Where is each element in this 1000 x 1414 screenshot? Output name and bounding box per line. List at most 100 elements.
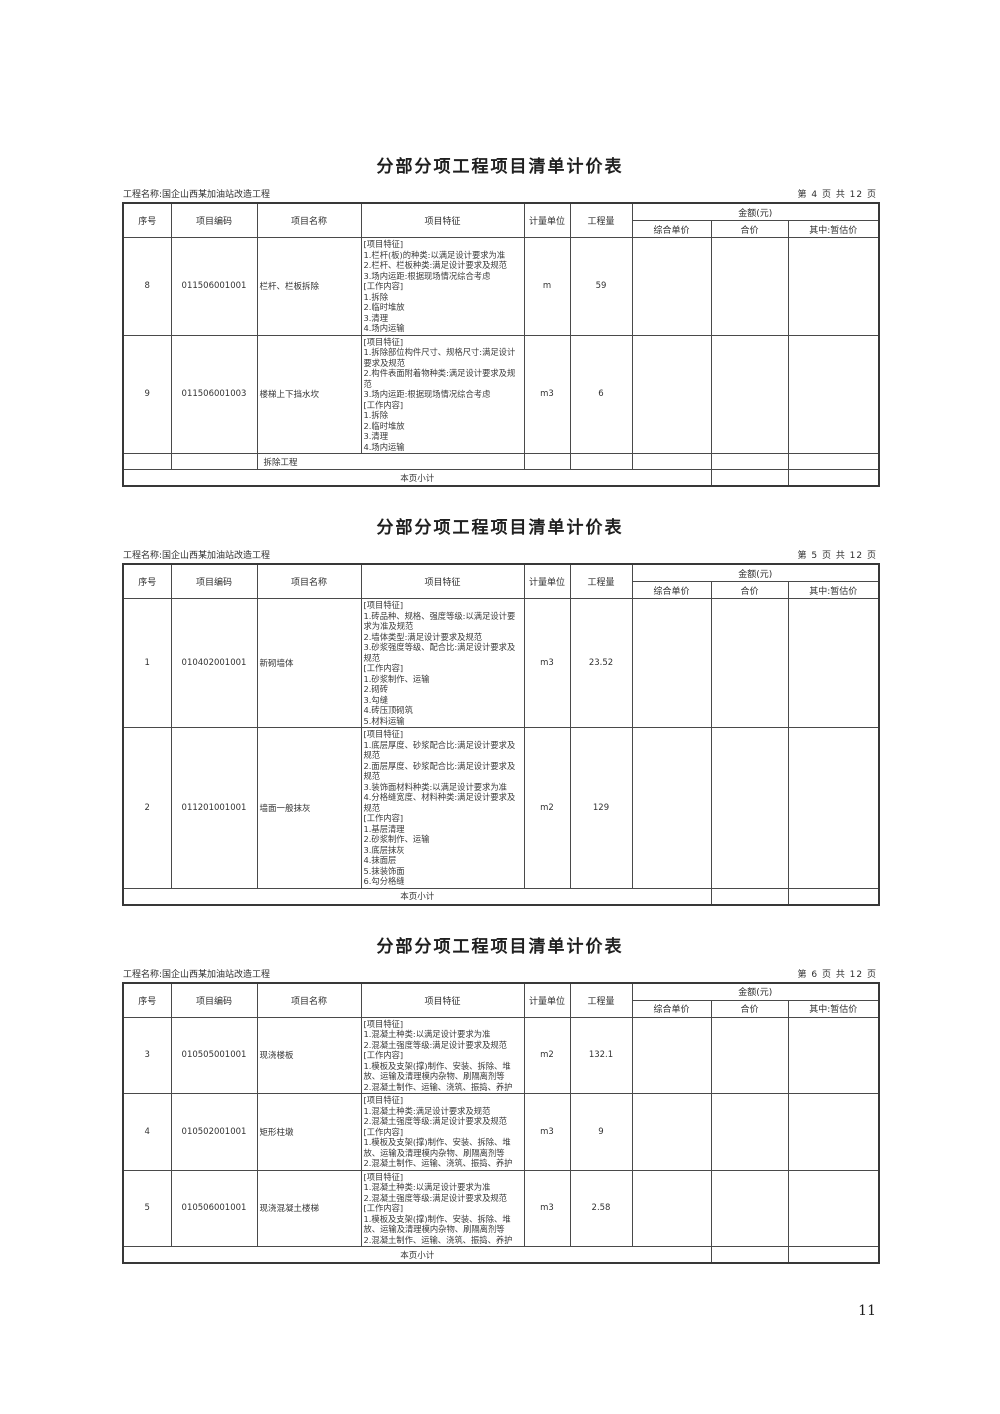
project-name: 工程名称:国企山西某加油站改造工程: [123, 551, 271, 561]
table-row: 1 010402001001 新砌墙体 [项目特征] 1.砖品种、规格、强度等级:以满…: [122, 598, 880, 728]
cell-features: [项目特征] 1.拆除部位构件尺寸、规格尺寸:满足设计要求及规范 2.构件表面附…: [360, 334, 525, 454]
cell-unit: m3: [523, 1093, 571, 1171]
cell-unit-price: [631, 727, 712, 889]
cell-unit-price: [631, 598, 712, 728]
col-header-name: 项目名称: [256, 563, 362, 599]
page-indicator: 第 4 页 共 12 页: [797, 190, 877, 200]
page-indicator: 第 6 页 共 12 页: [797, 969, 877, 980]
page-subtotal-row: 本页小计: [122, 469, 880, 487]
cell-code: 011506001001: [170, 237, 258, 336]
cell-estimate: [787, 1093, 880, 1171]
col-header-unit-price: 综合单价: [631, 581, 712, 599]
cell-unit: m3: [523, 1169, 571, 1247]
cell-unit-price: [631, 1016, 712, 1094]
cell-seq: 1: [122, 598, 172, 728]
col-header-unit-price: 综合单价: [631, 999, 712, 1018]
cell-code: 010502001001: [170, 1093, 258, 1171]
sections-container: 分部分项工程项目清单计价表 工程名称:国企山西某加油站改造工程 第 4 页 共 …: [0, 152, 1000, 1264]
cell-unit-price: [631, 334, 712, 454]
cell-seq: 2: [122, 727, 172, 889]
cell-qty: 6: [569, 334, 633, 454]
table-row: 3 010505001001 现浇楼板 [项目特征] 1.混凝土种类:以满足设计要求为…: [122, 1016, 880, 1094]
col-header-seq: 序号: [122, 982, 172, 1018]
cell-name: 新砌墙体: [256, 598, 362, 728]
page-indicator: 第 5 页 共 12 页: [797, 551, 877, 561]
page-subtotal-label: 本页小计: [122, 887, 712, 905]
cell-features: [项目特征] 1.栏杆(板)的种类:以满足设计要求为准 2.栏杆、栏板种类:满足…: [360, 237, 525, 336]
cell-unit-price: [631, 453, 712, 470]
quantity-pricing-table: 序号 项目编码 项目名称 项目特征 计量单位 工程量 金额(元) 综合单价 合价…: [122, 202, 881, 487]
cell-total-price: [710, 334, 789, 454]
page-number: 11: [858, 1303, 876, 1319]
cell-total-price: [710, 887, 789, 905]
cell-unit-price: [631, 1169, 712, 1247]
cell-name: 墙面一般抹灰: [256, 727, 362, 889]
section-title: 分部分项工程项目清单计价表: [376, 936, 624, 957]
cell-estimate: [787, 237, 880, 336]
section-title: 分部分项工程项目清单计价表: [376, 518, 624, 538]
cell-unit-price: [631, 237, 712, 336]
cell-code: [170, 453, 258, 470]
col-header-code: 项目编码: [170, 563, 258, 599]
cell-seq: [122, 453, 172, 470]
table-row: 2 011201001001 墙面一般抹灰 [项目特征] 1.底层厚度、砂浆配合比:满…: [122, 727, 880, 889]
cell-name: 现浇混凝土楼梯: [256, 1169, 362, 1247]
cell-unit: m3: [523, 334, 571, 454]
table-body: 8 011506001001 栏杆、栏板拆除 [项目特征] 1.栏杆(板)的种类:以满…: [122, 237, 880, 487]
cell-qty: 9: [569, 1093, 633, 1171]
col-header-total-price: 合价: [710, 581, 789, 599]
project-name: 工程名称:国企山西某加油站改造工程: [123, 969, 271, 980]
cell-total-price: [710, 1016, 789, 1094]
cell-estimate: [787, 1246, 880, 1264]
cell-code: 011201001001: [170, 727, 258, 889]
cell-features: [项目特征] 1.混凝土种类:以满足设计要求为准 2.混凝土强度等级:满足设计要…: [360, 1016, 525, 1094]
cell-name: 栏杆、栏板拆除: [256, 237, 362, 336]
table-body: 1 010402001001 新砌墙体 [项目特征] 1.砖品种、规格、强度等级:以满…: [122, 598, 880, 905]
cell-estimate: [787, 727, 880, 889]
col-header-unit: 计量单位: [523, 982, 571, 1018]
col-header-feature: 项目特征: [360, 982, 525, 1018]
cell-qty: 59: [569, 237, 633, 336]
cell-unit: m2: [523, 1016, 571, 1094]
col-header-feature: 项目特征: [360, 202, 525, 238]
col-header-qty: 工程量: [569, 982, 633, 1018]
page-subtotal-label: 本页小计: [122, 469, 712, 487]
col-header-estimate: 其中:暂估价: [787, 220, 880, 238]
cell-name: 矩形柱墩: [256, 1093, 362, 1171]
col-header-code: 项目编码: [170, 202, 258, 238]
cell-qty: 132.1: [569, 1016, 633, 1094]
cell-name: 楼梯上下挡水坎: [256, 334, 362, 454]
cell-seq: 8: [122, 237, 172, 336]
table-body: 3 010505001001 现浇楼板 [项目特征] 1.混凝土种类:以满足设计要求为…: [122, 1016, 880, 1264]
col-header-estimate: 其中:暂估价: [787, 999, 880, 1018]
col-header-name: 项目名称: [256, 982, 362, 1018]
table-row: 5 010506001001 现浇混凝土楼梯 [项目特征] 1.混凝土种类:以满足设计…: [122, 1169, 880, 1247]
table-row: 4 010502001001 矩形柱墩 [项目特征] 1.混凝土种类:满足设计要求及规…: [122, 1093, 880, 1171]
cell-code: 010506001001: [170, 1169, 258, 1247]
cell-code: 011506001003: [170, 334, 258, 454]
col-header-qty: 工程量: [569, 563, 633, 599]
cell-seq: 4: [122, 1093, 172, 1171]
col-header-money-group: 金额(元): [631, 563, 880, 582]
cell-estimate: [787, 469, 880, 487]
table-meta: 工程名称:国企山西某加油站改造工程 第 4 页 共 12 页: [122, 187, 878, 200]
col-header-seq: 序号: [122, 202, 172, 238]
cell-total-price: [710, 727, 789, 889]
col-header-unit: 计量单位: [523, 563, 571, 599]
cell-seq: 9: [122, 334, 172, 454]
cell-features: [项目特征] 1.砖品种、规格、强度等级:以满足设计要求为准及规范 2.墙体类型…: [360, 598, 525, 728]
pricing-table-section: 分部分项工程项目清单计价表 工程名称:国企山西某加油站改造工程 第 5 页 共 …: [122, 513, 881, 906]
cell-features: [项目特征] 1.混凝土种类:满足设计要求及规范 2.混凝土强度等级:满足设计要…: [360, 1093, 525, 1171]
col-header-total-price: 合价: [710, 220, 789, 238]
cell-unit: m3: [523, 598, 571, 728]
cell-name: 现浇楼板: [256, 1016, 362, 1094]
cell-estimate: [787, 1016, 880, 1094]
cell-unit: m2: [523, 727, 571, 889]
cell-estimate: [787, 334, 880, 454]
col-header-name: 项目名称: [256, 202, 362, 238]
col-header-money-group: 金额(元): [631, 982, 880, 1001]
section-subtotal-label: 拆除工程: [256, 453, 525, 470]
cell-estimate: [787, 598, 880, 728]
col-header-estimate: 其中:暂估价: [787, 581, 880, 599]
col-header-code: 项目编码: [170, 982, 258, 1018]
